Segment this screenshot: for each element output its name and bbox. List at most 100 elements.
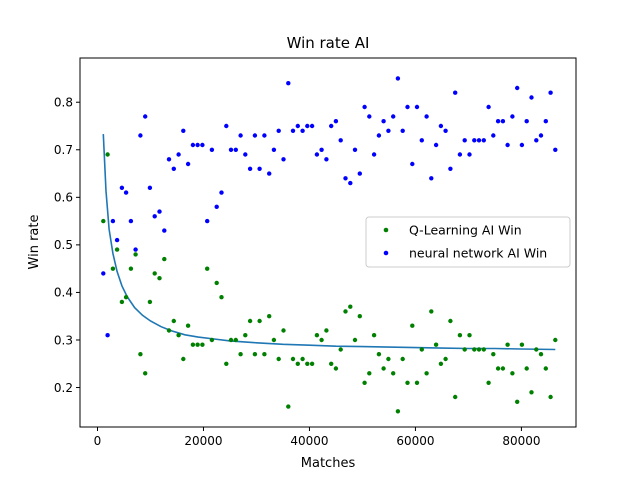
data-point-neural-network [548,90,553,95]
data-point-q-learning [400,356,405,362]
data-point-neural-network [486,104,491,110]
data-point-neural-network [176,152,181,157]
data-point-q-learning [495,366,501,371]
data-point-neural-network [515,85,520,91]
data-point-neural-network [448,166,453,171]
data-point-q-learning [457,333,463,338]
data-point-neural-network [433,142,439,148]
data-point-neural-network [395,76,401,81]
data-point-q-learning [553,337,558,343]
data-point-neural-network [324,157,329,162]
data-point-q-learning [343,309,348,314]
data-point-q-learning [500,366,506,371]
data-point-neural-network [123,190,129,195]
data-point-q-learning [543,366,548,371]
data-point-neural-network [181,128,186,133]
data-point-q-learning [376,352,382,357]
data-point-q-learning [362,380,367,385]
data-point-q-learning [228,337,234,343]
legend-marker-q-learning [383,227,389,233]
data-point-neural-network [224,123,229,129]
data-point-neural-network [190,142,196,148]
data-point-neural-network [376,133,382,138]
data-point-neural-network [171,166,176,171]
data-point-neural-network [467,152,472,157]
data-point-q-learning [519,342,525,347]
data-point-q-learning [101,218,106,224]
data-point-neural-network [457,152,463,157]
data-point-neural-network [400,128,405,133]
data-point-q-learning [529,390,534,395]
data-point-q-learning [448,318,453,324]
data-point-neural-network [405,104,410,110]
data-point-q-learning [505,342,510,347]
data-point-q-learning [152,271,157,276]
data-point-q-learning [414,380,420,385]
y-tick-label: 0.5 [54,238,73,252]
data-point-q-learning [123,295,129,300]
data-point-neural-network [524,119,529,124]
data-point-q-learning [410,323,415,328]
data-point-q-learning [338,347,343,352]
data-point-neural-network [348,180,353,186]
data-point-q-learning [419,347,424,352]
legend-label-q-learning: Q-Learning AI Win [409,223,522,238]
data-point-q-learning [515,399,520,404]
data-point-neural-network [238,133,243,138]
data-point-q-learning [276,356,281,362]
data-point-neural-network [357,171,362,176]
data-point-neural-network [262,133,267,138]
data-point-neural-network [185,161,191,167]
data-point-q-learning [395,409,401,414]
data-point-neural-network [410,161,415,167]
data-point-q-learning [262,352,267,357]
data-point-neural-network [429,176,434,181]
data-point-neural-network [200,142,205,148]
data-point-neural-network [462,138,467,143]
data-point-q-learning [219,295,224,300]
data-point-q-learning [472,347,477,352]
x-tick-label: 80000 [502,434,540,448]
data-point-q-learning [214,280,219,286]
data-point-neural-network [362,104,367,110]
data-point-neural-network [276,128,281,133]
x-tick-label: 60000 [396,434,434,448]
data-point-neural-network [110,218,116,224]
data-point-neural-network [419,138,424,143]
data-point-q-learning [314,333,320,338]
data-point-neural-network [381,119,386,124]
data-point-neural-network [309,123,315,129]
data-point-q-learning [185,323,191,328]
data-point-neural-network [305,123,310,129]
data-point-neural-network [252,133,258,138]
data-point-neural-network [529,95,534,100]
data-point-q-learning [143,371,148,376]
data-point-q-learning [176,333,181,338]
data-point-q-learning [105,152,110,157]
x-axis-label: Matches [301,456,356,471]
data-point-q-learning [300,356,305,362]
data-point-q-learning [424,371,429,376]
data-point-q-learning [119,299,125,305]
data-point-neural-network [138,133,143,138]
data-point-q-learning [128,266,134,271]
data-point-q-learning [305,361,310,366]
data-point-neural-network [228,147,234,152]
data-point-q-learning [290,356,296,362]
data-point-q-learning [534,347,539,352]
data-point-q-learning [381,366,386,371]
data-point-neural-network [101,271,106,276]
data-point-neural-network [519,142,525,148]
x-tick-label: 20000 [184,434,222,448]
y-tick-label: 0.7 [54,143,73,157]
data-point-q-learning [309,361,315,366]
data-point-q-learning [114,247,120,252]
data-point-q-learning [147,299,153,305]
data-point-neural-network [338,138,343,143]
data-point-neural-network [133,247,138,252]
data-point-q-learning [476,347,482,352]
data-point-neural-network [319,147,324,152]
data-point-q-learning [243,333,248,338]
data-point-neural-network [367,114,372,119]
